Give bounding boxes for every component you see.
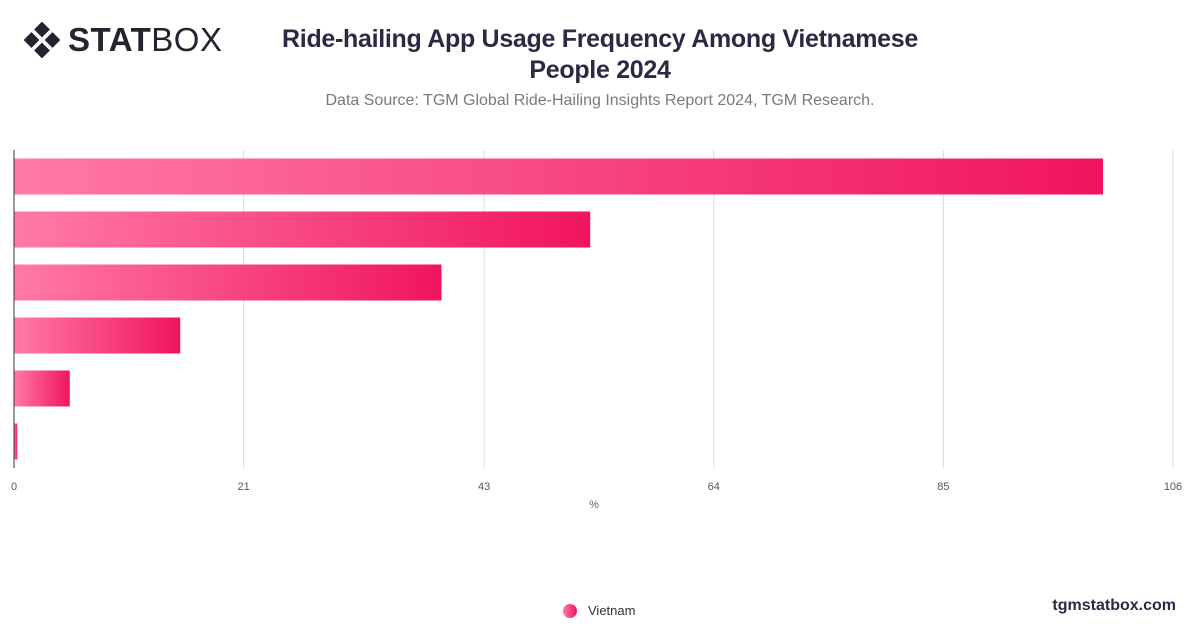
chart-title-line-2: People 2024 (529, 56, 671, 84)
x-tick-label: 85 (937, 481, 949, 493)
chart-title-line-1: Ride-hailing App Usage Frequency Among V… (282, 25, 918, 53)
grid-lines (243, 150, 1174, 468)
bar[interactable] (14, 370, 70, 407)
legend[interactable]: Vietnam (563, 603, 635, 618)
axes: 0 21 43 64 85 106 (11, 150, 1182, 493)
bar[interactable] (14, 317, 181, 354)
bars (14, 158, 1104, 460)
legend-label: Vietnam (588, 603, 636, 618)
logo-bold-text: STAT (68, 21, 152, 58)
bar[interactable] (14, 211, 591, 248)
bar[interactable] (14, 158, 1104, 195)
x-tick-label: 64 (708, 481, 720, 493)
website-credit: tgmstatbox.com (1052, 597, 1176, 614)
chart-title: Ride-hailing App Usage Frequency Among V… (250, 24, 950, 86)
logo-wordmark: STATBOX (68, 22, 222, 58)
bar[interactable] (14, 423, 18, 460)
statbox-logo: STATBOX (24, 22, 222, 58)
x-tick-label: 0 (11, 481, 17, 493)
bar[interactable] (14, 264, 442, 301)
chart-subtitle: Data Source: TGM Global Ride-Hailing Ins… (325, 92, 875, 109)
x-tick-label: 43 (478, 481, 490, 493)
x-axis-title: % (589, 499, 599, 511)
x-tick-label: 106 (1164, 481, 1182, 493)
x-tick-label: 21 (237, 481, 249, 493)
diamond-grid-icon (24, 22, 60, 58)
legend-swatch (563, 603, 577, 618)
logo-light-text: BOX (151, 21, 223, 58)
